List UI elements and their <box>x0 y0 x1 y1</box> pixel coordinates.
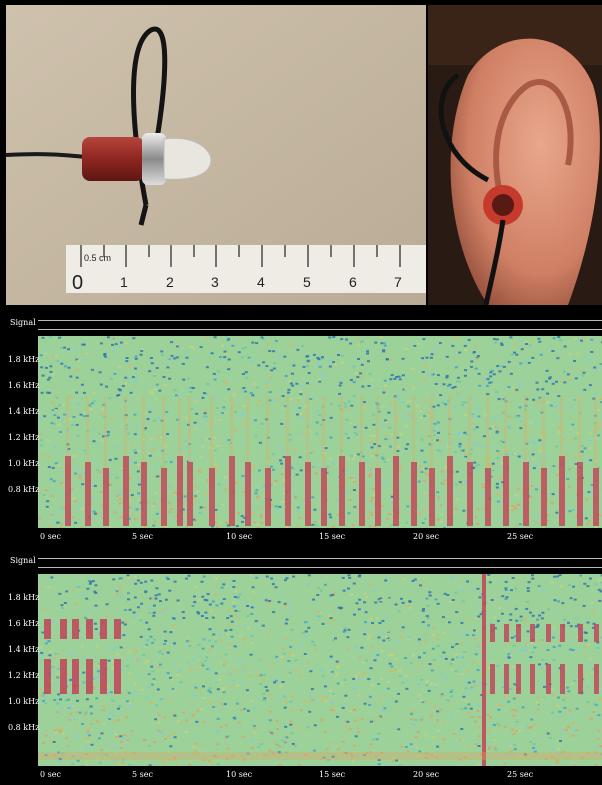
signal-label: Signal <box>10 318 36 327</box>
x-tick-label: 5 sec <box>132 532 153 541</box>
ruler-label-0: 0 <box>72 272 83 294</box>
y-tick-label: 1.6 kHz <box>8 619 40 628</box>
ruler-label-7: 7 <box>394 274 402 290</box>
y-tick-label: 1.2 kHz <box>8 671 40 680</box>
signal-track <box>38 558 602 568</box>
spectrogram-plot <box>38 574 602 766</box>
x-tick-label: 0 sec <box>40 532 61 541</box>
x-tick-label: 10 sec <box>226 532 253 541</box>
y-tick-label: 1.4 kHz <box>8 407 40 416</box>
spectrogram-panel-1: Signal 1.8 kHz 1.6 kHz 1.4 kHz 1.2 kHz 1… <box>0 310 602 552</box>
ruler-label-3: 3 <box>211 274 219 290</box>
y-tick-label: 1.8 kHz <box>8 593 40 602</box>
x-tick-label: 15 sec <box>319 770 346 779</box>
x-tick-label: 5 sec <box>132 770 153 779</box>
y-tick-label: 1.0 kHz <box>8 459 40 468</box>
ruler-label-6: 6 <box>349 274 357 290</box>
y-tick-label: 1.4 kHz <box>8 645 40 654</box>
ruler-label-4: 4 <box>257 274 265 290</box>
spectrogram-plot <box>38 336 602 528</box>
spectrogram-panel-2: Signal 1.8 kHz 1.6 kHz 1.4 kHz 1.2 kHz 1… <box>0 552 602 785</box>
y-tick-label: 0.8 kHz <box>8 723 40 732</box>
ruler-label-1: 1 <box>120 274 128 290</box>
ruler-unit: 0.5 cm <box>84 253 111 263</box>
y-tick-label: 1.2 kHz <box>8 433 40 442</box>
y-tick-label: 0.8 kHz <box>8 485 40 494</box>
y-tick-label: 1.0 kHz <box>8 697 40 706</box>
y-tick-label: 1.6 kHz <box>8 381 40 390</box>
x-tick-label: 20 sec <box>413 770 440 779</box>
x-tick-label: 25 sec <box>507 770 534 779</box>
y-tick-label: 1.8 kHz <box>8 355 40 364</box>
x-tick-label: 15 sec <box>319 532 346 541</box>
ear-photo <box>428 5 602 305</box>
ruler-label-2: 2 <box>166 274 174 290</box>
ruler-label-5: 5 <box>303 274 311 290</box>
x-tick-label: 20 sec <box>413 532 440 541</box>
x-tick-label: 25 sec <box>507 532 534 541</box>
signal-label: Signal <box>10 556 36 565</box>
x-tick-label: 0 sec <box>40 770 61 779</box>
earphone-photo: 0 0.5 cm 1 2 3 4 5 6 7 <box>6 5 426 305</box>
signal-track <box>38 320 602 330</box>
x-tick-label: 10 sec <box>226 770 253 779</box>
